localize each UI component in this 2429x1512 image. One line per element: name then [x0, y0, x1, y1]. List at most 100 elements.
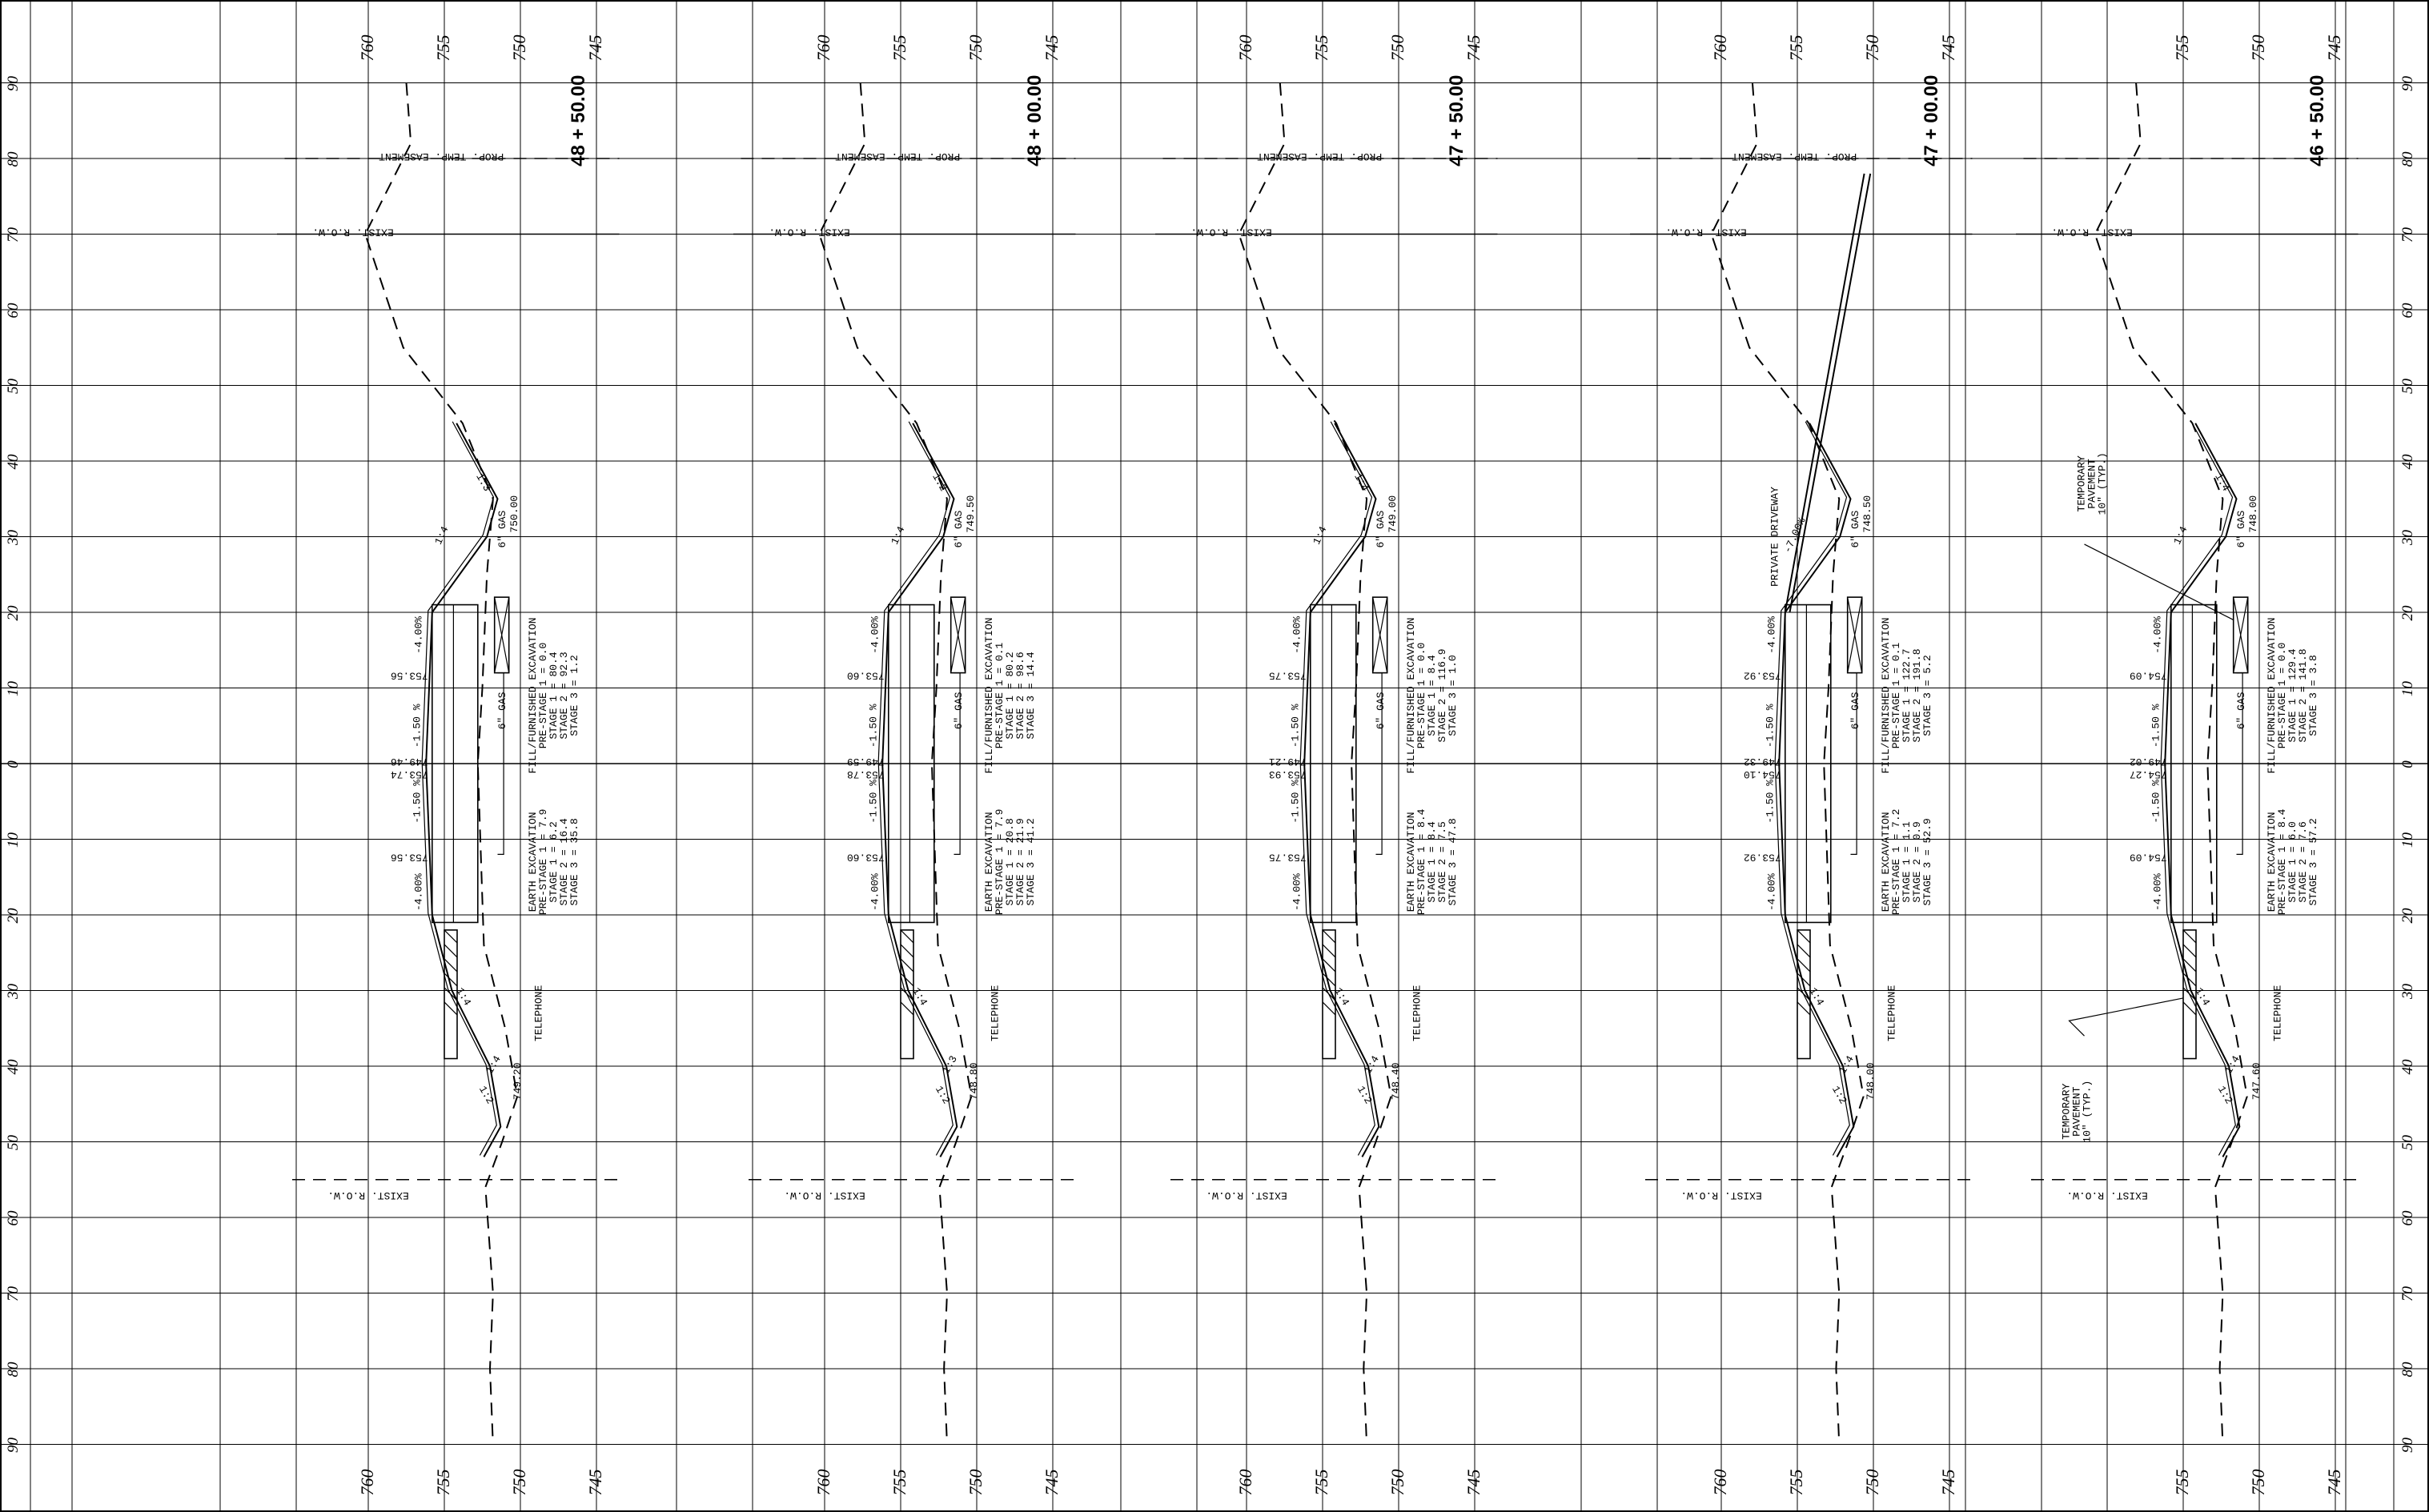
- fill-quantity-line: STAGE 1 = 80.4: [548, 652, 560, 739]
- elevation-tick-label: 755: [2172, 1470, 2192, 1496]
- grade-elevation: 753.56: [391, 851, 428, 863]
- elevation-tick-label: 755: [433, 1470, 453, 1496]
- fill-quantity-line: STAGE 2 = 116.9: [1436, 648, 1448, 742]
- elevation-tick-label: 745: [585, 1470, 605, 1496]
- offset-tick-label: 40: [2399, 454, 2416, 470]
- cross-section-1: 760 760 755 755 750 750 745 745 48 + 00.00 PROP. …: [733, 35, 1076, 1496]
- fill-quantity-line: STAGE 1 = 122.7: [1901, 648, 1913, 742]
- upper-edge-elevation: 748.50: [1861, 495, 1873, 533]
- offset-tick-label: 90: [2399, 76, 2416, 92]
- offset-tick-label: 70: [2399, 1286, 2416, 1302]
- elevation-tick-label: 755: [1786, 35, 1806, 62]
- utility-bracket: [497, 672, 504, 856]
- temp-pavement-label: PAVEMENT: [2086, 459, 2098, 509]
- offset-tick-label: 90: [2399, 1438, 2416, 1454]
- grade-elevation: 753.92: [1744, 670, 1781, 682]
- offset-tick-label: 50: [2399, 1135, 2416, 1151]
- elevation-tick-label: 755: [889, 1470, 909, 1496]
- temp-easement-label: PROP. TEMP. EASEMENT: [1257, 150, 1382, 162]
- offset-tick-label: 60: [5, 1210, 22, 1226]
- sections: 760 760 755 755 750 750 745 745 48 + 50.00 PROP. …: [277, 35, 2359, 1496]
- grade-elevation: 753.92: [1744, 851, 1781, 863]
- offset-tick-label: 10: [2399, 681, 2416, 697]
- gas-label-upper: 6" GAS: [2235, 510, 2247, 547]
- temp-easement-label: PROP. TEMP. EASEMENT: [1732, 150, 1857, 162]
- cross-section-4: 755 755 750 750 745 745 46 + 50.00 EXIST. R.O.W…: [2016, 35, 2359, 1496]
- hatch-stroke: [2182, 987, 2197, 1001]
- elevation-tick-label: 760: [813, 35, 833, 62]
- offset-tick-label: 0: [2399, 760, 2416, 768]
- station-label: 47 + 50.00: [1446, 75, 1467, 166]
- temp-pavement-leader: [2084, 543, 2234, 620]
- elevation-tick-label: 750: [1862, 35, 1882, 62]
- offset-tick-label: 0: [5, 760, 22, 768]
- gas-label-lower: 6" GAS: [1375, 692, 1387, 729]
- elevation-tick-label: 760: [1710, 35, 1730, 62]
- elevation-tick-label: 745: [1938, 1470, 1958, 1496]
- row-bottom-label: EXIST. R.O.W.: [1206, 1189, 1287, 1201]
- proposed-grade-line-inner: [877, 421, 954, 1156]
- grade-elevation: 749.02: [2130, 756, 2167, 768]
- hatch-stroke: [1797, 944, 1811, 958]
- row-top-label: EXIST. R.O.W.: [2051, 227, 2132, 239]
- station-label: 48 + 00.00: [1024, 75, 1046, 166]
- lower-edge-elevation: 748.80: [968, 1062, 980, 1100]
- proposed-grade-line: [1303, 423, 1380, 1157]
- fill-quantity-line: PRE-STAGE 1 = 0.0: [537, 643, 549, 749]
- cross-slope-label: -4.00%: [2152, 616, 2164, 654]
- fill-quantity-line: STAGE 3 = 5.2: [1921, 655, 1933, 736]
- fill-quantity-line: STAGE 2 = 141.8: [2297, 648, 2309, 742]
- hatch-stroke: [2182, 958, 2197, 973]
- curb-hatch: [900, 929, 914, 1060]
- upper-edge-elevation: 750.00: [508, 495, 520, 533]
- pavement-section: [1785, 604, 1832, 924]
- cross-slope-label: -4.00%: [1291, 616, 1303, 654]
- utility-bracket: [1850, 672, 1857, 856]
- telephone-label: TELEPHONE: [2272, 985, 2284, 1041]
- earth-quantity-line: STAGE 2 = 7.5: [1436, 821, 1448, 902]
- grade-elevation: 753.74: [391, 768, 428, 780]
- hatch-stroke: [900, 958, 914, 973]
- offset-tick-label: 30: [2399, 984, 2416, 1001]
- station-label: 48 + 50.00: [568, 75, 589, 166]
- earth-quantity-line: STAGE 1 = 8.4: [1426, 821, 1438, 903]
- earth-quantity-line: STAGE 1 = 6.0: [2286, 821, 2299, 902]
- proposed-grade-line: [1778, 423, 1855, 1157]
- elevation-tick-label: 745: [2324, 1470, 2344, 1496]
- elevation-tick-label: 750: [1862, 1470, 1882, 1496]
- offset-tick-label: 70: [5, 1286, 22, 1302]
- hatch-stroke: [444, 958, 458, 973]
- elevation-tick-label: 750: [966, 1470, 986, 1496]
- fill-quantity-line: STAGE 2 = 92.3: [558, 652, 570, 739]
- hatch-stroke: [900, 973, 914, 987]
- offset-tick-label: 60: [2399, 1210, 2416, 1226]
- row-bottom-label: EXIST. R.O.W.: [327, 1189, 408, 1201]
- cross-slope-label: -1.50 %: [2150, 780, 2162, 824]
- fill-quantity-line: STAGE 3 = 14.4: [1025, 652, 1037, 739]
- elevation-tick-label: 760: [813, 1470, 833, 1496]
- elevation-tick-label: 750: [509, 1470, 529, 1496]
- fill-quantity-line: FILL/FURNISHED EXCAVATION: [2266, 617, 2278, 773]
- cross-slope-label: -1.50 %: [868, 780, 880, 824]
- cross-section-3: 760 760 755 755 750 750 745 745 47 + 00.00 PROP. …: [1630, 35, 1973, 1496]
- existing-ground-line: [2094, 82, 2248, 1445]
- grade-elevation: 753.93: [1269, 768, 1307, 780]
- grade-elevation: 749.46: [391, 756, 428, 768]
- proposed-grade-line-inner: [2160, 421, 2236, 1156]
- offset-tick-label: 30: [5, 530, 22, 547]
- temp-pavement-label: TEMPORARY: [2076, 455, 2088, 511]
- earth-quantity-line: STAGE 3 = 57.2: [2307, 818, 2319, 905]
- elevation-tick-label: 745: [1042, 1470, 1062, 1496]
- hatch-stroke: [444, 1001, 458, 1016]
- gas-label-upper: 6" GAS: [953, 510, 965, 547]
- elevation-tick-label: 750: [2248, 35, 2268, 62]
- cross-slope-label: -1.50 %: [412, 704, 424, 748]
- earth-quantity-line: PRE-STAGE 1 = 8.4: [2276, 808, 2288, 915]
- earth-quantity-line: STAGE 2 = 16.4: [558, 818, 570, 905]
- grade-elevation: 749.59: [847, 756, 885, 768]
- cross-slope-label: -4.00%: [1766, 873, 1778, 911]
- utility-bracket: [954, 672, 961, 856]
- utility-bracket: [1375, 672, 1383, 856]
- elevation-tick-label: 745: [1938, 35, 1958, 62]
